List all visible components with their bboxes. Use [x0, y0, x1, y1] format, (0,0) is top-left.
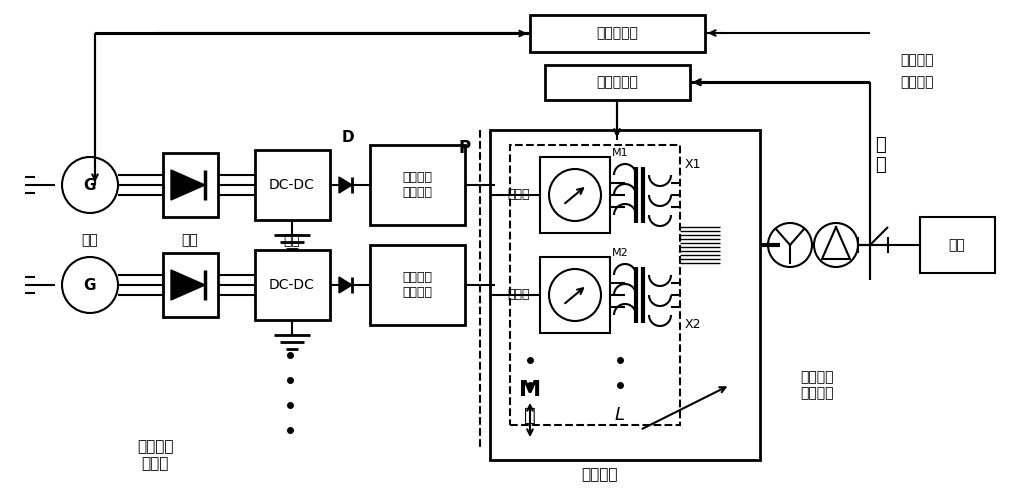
Text: 整流: 整流: [181, 233, 199, 247]
Bar: [163, 253, 218, 317]
Bar: [540, 157, 610, 233]
Text: 个: 个: [524, 406, 536, 424]
Text: 风机控制器: 风机控制器: [597, 26, 639, 40]
Bar: [255, 250, 330, 320]
Text: 逆变控制器: 逆变控制器: [597, 76, 639, 90]
Bar: [370, 245, 465, 325]
Bar: [370, 145, 465, 225]
Text: 反馈信号: 反馈信号: [900, 76, 934, 90]
Text: 高压直流
输电线路: 高压直流 输电线路: [402, 271, 432, 299]
Bar: [490, 130, 760, 460]
Text: 斩波: 斩波: [284, 233, 300, 247]
Text: G: G: [84, 278, 96, 292]
Text: DC-DC: DC-DC: [269, 278, 315, 292]
Bar: [545, 65, 690, 100]
Polygon shape: [171, 270, 205, 300]
Text: 风机: 风机: [82, 233, 98, 247]
Polygon shape: [339, 277, 352, 293]
Text: M1: M1: [612, 148, 628, 158]
Text: X2: X2: [685, 318, 701, 332]
Text: X1: X1: [685, 158, 701, 172]
Bar: [920, 217, 995, 273]
Text: G: G: [84, 178, 96, 192]
Text: 逆变器: 逆变器: [507, 188, 530, 202]
Bar: [510, 145, 680, 425]
Text: 逆变器: 逆变器: [507, 288, 530, 302]
Text: 反馈信号: 反馈信号: [900, 53, 934, 67]
Text: P: P: [459, 139, 472, 157]
Polygon shape: [339, 177, 352, 193]
Text: 风力发电
机组侧: 风力发电 机组侧: [136, 439, 173, 471]
Polygon shape: [171, 170, 205, 200]
Text: 用户: 用户: [948, 238, 966, 252]
Text: 多组合并
逆变模块: 多组合并 逆变模块: [800, 370, 833, 400]
Text: DC-DC: DC-DC: [269, 178, 315, 192]
Text: M: M: [519, 380, 541, 400]
Bar: [530, 15, 705, 52]
Text: 变电站侧: 变电站侧: [582, 468, 618, 482]
Bar: [163, 153, 218, 217]
Text: 电
网: 电 网: [874, 136, 886, 174]
Text: 高压直流
输电线路: 高压直流 输电线路: [402, 171, 432, 199]
Bar: [255, 150, 330, 220]
Text: L: L: [615, 406, 625, 424]
Text: D: D: [341, 130, 355, 144]
Bar: [540, 257, 610, 333]
Text: M2: M2: [612, 248, 628, 258]
